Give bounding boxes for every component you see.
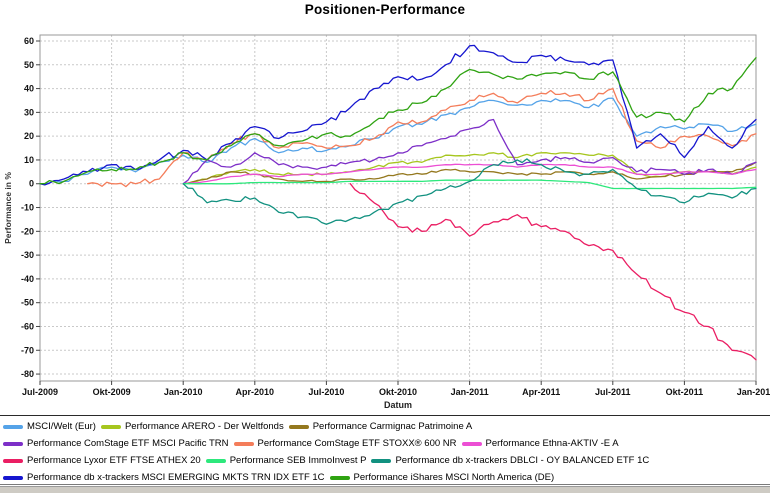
x-axis-label: Datum [384, 400, 412, 410]
legend-row: MSCI/Welt (Eur) Performance ARERO - Der W… [3, 418, 770, 435]
y-tick-label: -20 [21, 226, 34, 236]
y-tick-label: -80 [21, 369, 34, 379]
window-bottom-edge [0, 486, 770, 493]
series-line-10 [39, 57, 757, 185]
legend-color-swatch [205, 458, 226, 463]
x-tick-label: Okt-2011 [666, 387, 704, 397]
legend-label: Performance db x-trackers DBLCI - OY BAL… [395, 455, 650, 466]
y-tick-label: 60 [24, 36, 34, 46]
x-tick-label: Jan-2011 [451, 387, 489, 397]
x-tick-label: Jan-2012 [737, 387, 770, 397]
y-tick-label: -70 [21, 345, 34, 355]
legend-row: Performance ComStage ETF MSCI Pacific TR… [3, 435, 770, 452]
legend-color-swatch [329, 475, 350, 480]
y-tick-label: 10 [24, 155, 34, 165]
x-tick-label: Jul-2010 [308, 387, 344, 397]
legend-label: Performance Lyxor ETF FTSE ATHEX 20 [27, 455, 201, 466]
legend-label: Performance iShares MSCI North America (… [353, 472, 555, 483]
x-tick-label: Jul-2009 [22, 387, 58, 397]
legend-item: Performance Ethna-AKTIV -E A [461, 438, 619, 449]
y-tick-label: 20 [24, 131, 34, 141]
y-tick-label: 0 [29, 179, 34, 189]
legend-row: Performance db x-trackers MSCI EMERGING … [3, 469, 770, 486]
series-line-9 [39, 44, 757, 186]
series-line-8 [182, 158, 757, 225]
y-tick-label: -50 [21, 298, 34, 308]
legend-item: Performance db x-trackers DBLCI - OY BAL… [371, 455, 649, 466]
series-line-3 [182, 118, 757, 185]
legend-item: Performance ComStage ETF STOXX® 600 NR [233, 438, 457, 449]
y-tick-label: 50 [24, 60, 34, 70]
y-tick-label: 30 [24, 107, 34, 117]
legend-label: Performance Carmignac Patrimoine A [312, 421, 473, 432]
legend-item: Performance SEB ImmoInvest P [205, 455, 367, 466]
series-line-7 [182, 179, 757, 190]
legend-color-swatch [3, 424, 23, 429]
legend-color-swatch [3, 458, 23, 463]
legend-item: Performance Lyxor ETF FTSE ATHEX 20 [3, 455, 201, 466]
legend-item: Performance db x-trackers MSCI EMERGING … [3, 472, 325, 483]
legend-label: MSCI/Welt (Eur) [27, 421, 96, 432]
legend-item: Performance ComStage ETF MSCI Pacific TR… [3, 438, 229, 449]
series-line-2 [182, 161, 757, 185]
legend-label: Performance ComStage ETF MSCI Pacific TR… [27, 438, 229, 449]
legend-item: Performance ARERO - Der Weltfonds [100, 421, 284, 432]
series-line-5 [182, 163, 757, 185]
y-tick-label: -60 [21, 321, 34, 331]
legend-color-swatch [461, 441, 482, 446]
x-tick-label: Okt-2009 [93, 387, 131, 397]
legend-item: Performance Carmignac Patrimoine A [288, 421, 473, 432]
legend-item: MSCI/Welt (Eur) [3, 421, 96, 432]
y-tick-label: -10 [21, 203, 34, 213]
chart-legend: MSCI/Welt (Eur) Performance ARERO - Der W… [0, 415, 770, 485]
y-axis-label: Performance in % [3, 172, 13, 244]
legend-color-swatch [233, 441, 254, 446]
x-tick-label: Apr-2010 [236, 387, 275, 397]
x-tick-label: Okt-2010 [379, 387, 417, 397]
legend-row: Performance Lyxor ETF FTSE ATHEX 20 Perfo… [3, 452, 770, 469]
legend-label: Performance ARERO - Der Weltfonds [124, 421, 284, 432]
series-line-6 [349, 183, 757, 361]
legend-label: Performance Ethna-AKTIV -E A [485, 438, 619, 449]
legend-color-swatch [371, 458, 392, 463]
legend-color-swatch [3, 475, 23, 480]
legend-label: Performance db x-trackers MSCI EMERGING … [27, 472, 325, 483]
legend-color-swatch [100, 424, 121, 429]
x-tick-label: Jul-2011 [595, 387, 631, 397]
x-tick-label: Apr-2011 [522, 387, 560, 397]
legend-color-swatch [3, 441, 23, 446]
y-tick-label: -30 [21, 250, 34, 260]
y-tick-label: -40 [21, 274, 34, 284]
y-tick-label: 40 [24, 84, 34, 94]
chart-title: Positionen-Performance [304, 2, 466, 17]
legend-color-swatch [288, 424, 309, 429]
performance-chart: 60 50 40 30 20 10 0 -10 -20 -30 -40 -50 -60 -70 -80 Jul… [3, 34, 770, 410]
legend-label: Performance ComStage ETF STOXX® 600 NR [257, 438, 457, 449]
legend-label: Performance SEB ImmoInvest P [229, 455, 367, 466]
legend-item: Performance iShares MSCI North America (… [329, 472, 555, 483]
x-tick-label: Jan-2010 [164, 387, 203, 397]
